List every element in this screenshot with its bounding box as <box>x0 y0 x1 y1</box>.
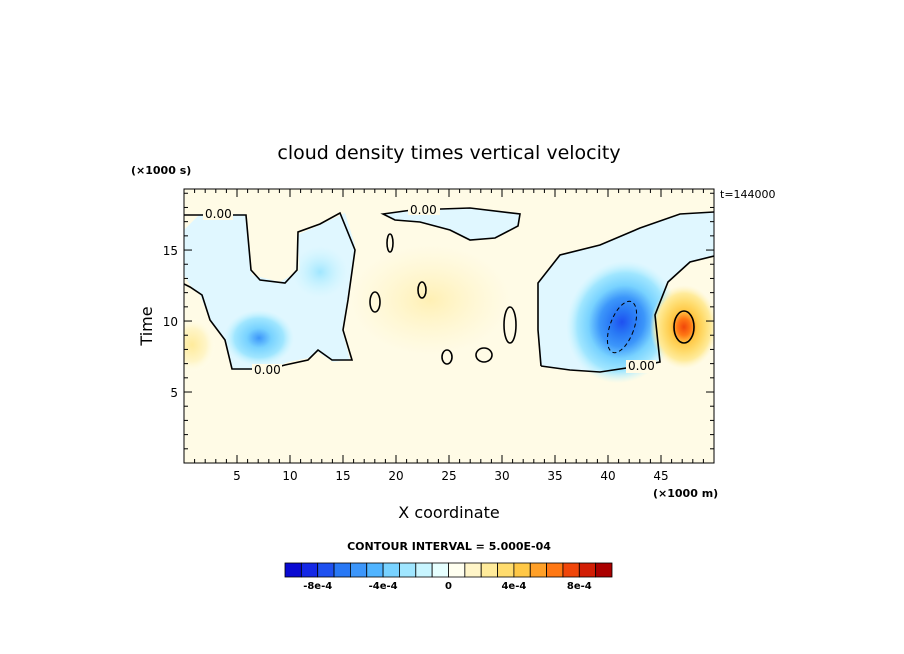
colorbar-swatch <box>415 562 433 578</box>
colorbar-swatch <box>464 562 482 578</box>
x-tick-label: 30 <box>494 469 509 483</box>
x-axis-label: X coordinate <box>398 503 499 522</box>
x-axis: 5 10 15 20 25 30 35 40 45 <box>194 189 704 483</box>
colorbar-swatch <box>399 562 417 578</box>
zero-contour-center-blob-3 <box>503 306 517 344</box>
zero-contour-left <box>184 211 356 370</box>
zero-contour-center-blob-4 <box>369 291 381 313</box>
colorbar-swatch <box>497 562 515 578</box>
zero-contour-top <box>380 207 521 241</box>
x-tick-label: 20 <box>388 469 403 483</box>
y-unit-label: (×1000 s) <box>131 164 191 177</box>
x-tick-label: 25 <box>441 469 456 483</box>
colorbar-swatch <box>448 562 466 578</box>
colorbar-swatch <box>333 562 351 578</box>
zero-contours <box>184 207 714 373</box>
colorbar-swatch <box>595 562 613 578</box>
x-tick-label: 45 <box>653 469 668 483</box>
contour-interval-label: CONTOUR INTERVAL = 5.000E-04 <box>347 540 551 553</box>
colorbar-swatch <box>513 562 531 578</box>
y-axis: 5 10 15 <box>163 192 714 450</box>
positive-region-left-edge <box>184 317 216 373</box>
contour-label-top-left: 0.00 <box>205 207 232 221</box>
colorbar-swatch <box>317 562 335 578</box>
colorbar-swatch <box>578 562 597 578</box>
colorbar-swatch <box>431 562 449 578</box>
contour-label-bottom-right: 0.00 <box>628 359 655 373</box>
colorbar-tick-label: 8e-4 <box>567 581 592 592</box>
y-axis-label: Time <box>137 306 156 346</box>
colorbar-swatch <box>349 562 368 578</box>
chart-title: cloud density times vertical velocity <box>277 142 620 164</box>
colorbar-swatch <box>366 562 384 578</box>
x-tick-label: 5 <box>233 469 241 483</box>
negative-core-upper-left <box>292 246 348 298</box>
zero-contour-right <box>537 211 714 373</box>
x-tick-label: 35 <box>547 469 562 483</box>
colorbar <box>284 562 613 578</box>
positive-region-center <box>350 245 510 355</box>
zero-contour-center-blob-6 <box>417 281 427 299</box>
positive-region-right <box>650 285 714 369</box>
y-tick-label: 15 <box>163 244 178 258</box>
colorbar-tick-label: -8e-4 <box>303 581 332 592</box>
colorbar-swatch <box>300 562 319 578</box>
colorbar-swatch <box>562 562 580 578</box>
colorbar-tick-label: 0 <box>445 581 452 592</box>
zero-contour-center-blob-1 <box>441 349 453 365</box>
x-tick-label: 10 <box>282 469 297 483</box>
zero-contour-center-blob-5 <box>386 233 394 253</box>
colorbar-swatch <box>529 562 548 578</box>
x-tick-label: 40 <box>600 469 615 483</box>
colorbar-swatch <box>546 562 564 578</box>
colorbar-swatch <box>284 562 302 578</box>
x-unit-label: (×1000 m) <box>653 487 718 500</box>
colorbar-swatch <box>382 562 400 578</box>
colorbar-swatch <box>480 562 498 578</box>
contour-label-top-center: 0.00 <box>410 203 437 217</box>
colorbar-ticks: -8e-4 -4e-4 0 4e-4 8e-4 <box>303 581 592 592</box>
colorbar-tick-label: -4e-4 <box>369 581 398 592</box>
negative-core-left <box>224 310 294 366</box>
y-tick-label: 10 <box>163 315 178 329</box>
dashed-contour-right <box>606 300 638 354</box>
contour-label-bottom-left: 0.00 <box>254 363 281 377</box>
negative-region-top <box>383 208 520 240</box>
x-tick-label: 15 <box>335 469 350 483</box>
heatmap-field: 0.00 0.00 0.00 0.00 <box>184 189 714 463</box>
time-stamp: t=144000 <box>720 188 776 201</box>
zero-contour-center-blob-2 <box>475 347 493 363</box>
colorbar-tick-label: 4e-4 <box>501 581 526 592</box>
y-tick-label: 5 <box>170 386 178 400</box>
negative-core-right <box>566 260 678 384</box>
zero-contour-positive-right <box>673 310 695 344</box>
